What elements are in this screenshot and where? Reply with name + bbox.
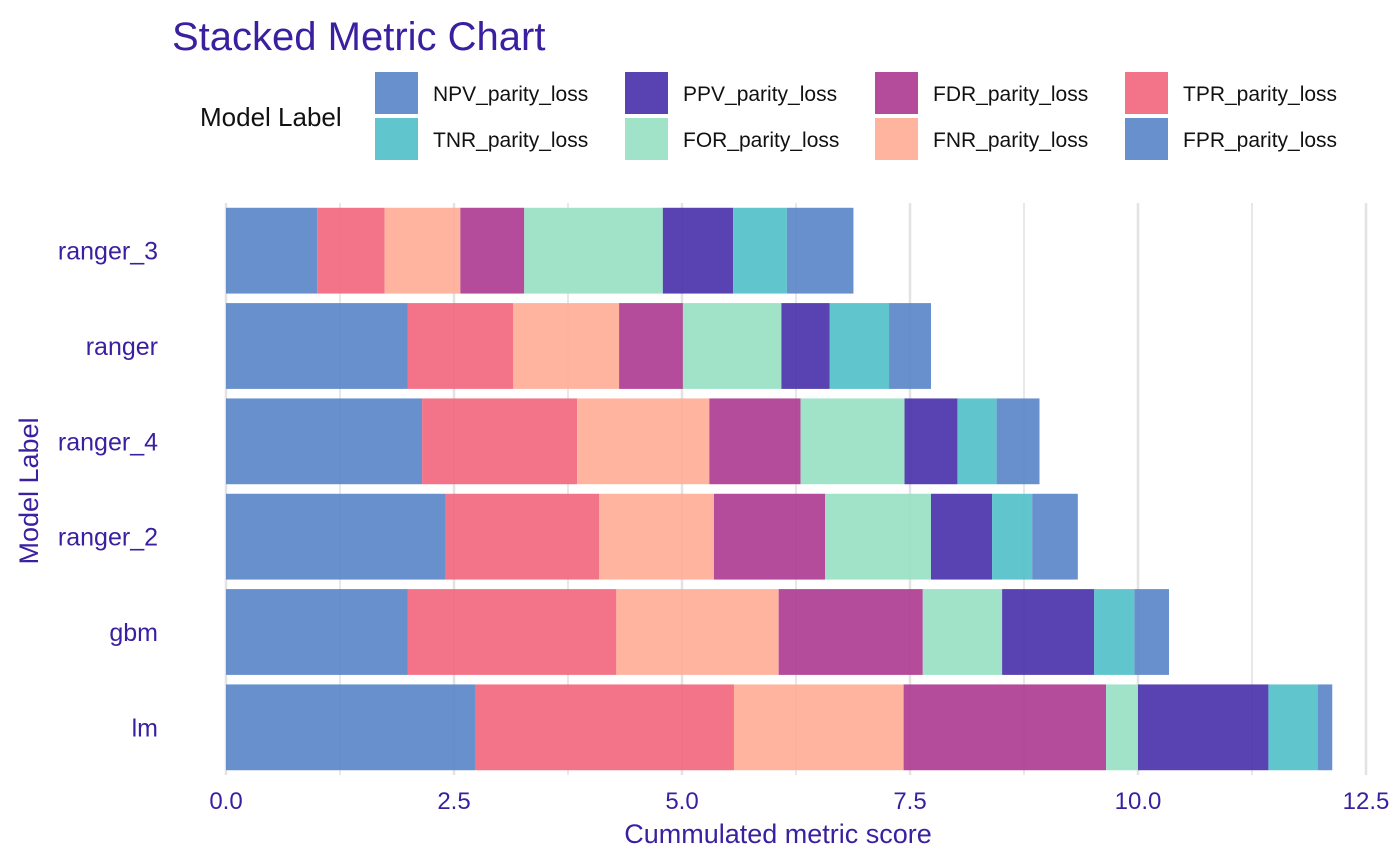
bar-segment-ranger_2-FPR_parity_loss — [1032, 493, 1078, 580]
bar-segment-ranger_3-NPV_parity_loss — [226, 207, 318, 294]
bar-segment-gbm-PPV_parity_loss — [1002, 589, 1095, 675]
legend-swatch — [1125, 72, 1168, 114]
legend-label: TPR_parity_loss — [1183, 83, 1337, 106]
legend-label: PPV_parity_loss — [683, 83, 837, 106]
bar-segment-ranger_3-PPV_parity_loss — [662, 207, 734, 294]
bar-segment-ranger_4-PPV_parity_loss — [904, 398, 958, 485]
bar-segment-ranger-PPV_parity_loss — [781, 303, 830, 389]
bar-segment-ranger-FPR_parity_loss — [889, 303, 931, 389]
legend-swatch — [375, 118, 418, 160]
bar-segment-gbm-FOR_parity_loss — [922, 589, 1003, 675]
y-tick-label: ranger_4 — [58, 428, 158, 456]
legend-swatch — [1125, 118, 1168, 160]
bar-segment-gbm-TPR_parity_loss — [407, 589, 617, 675]
bar-segment-ranger-FNR_parity_loss — [513, 303, 620, 389]
bar-segment-ranger_3-FOR_parity_loss — [524, 207, 663, 294]
x-axis-label: Cummulated metric score — [624, 819, 932, 849]
bar-segment-ranger_4-FPR_parity_loss — [996, 398, 1040, 485]
bar-segment-ranger_2-NPV_parity_loss — [226, 493, 446, 580]
y-tick-label: ranger_2 — [58, 524, 158, 552]
x-tick-label: 7.5 — [893, 788, 926, 815]
x-tick-label: 2.5 — [437, 788, 470, 815]
legend-label: FNR_parity_loss — [933, 129, 1088, 152]
y-axis-label: Model Label — [14, 417, 44, 564]
legend-label: NPV_parity_loss — [433, 83, 588, 106]
bar-segment-lm-FPR_parity_loss — [1317, 684, 1333, 771]
legend-label: FPR_parity_loss — [1183, 129, 1337, 152]
y-tick-label: ranger_3 — [58, 238, 158, 266]
y-tick-label: lm — [132, 714, 158, 742]
y-tick-label: gbm — [109, 619, 158, 647]
legend-swatch — [625, 118, 668, 160]
bar-segment-ranger_3-FPR_parity_loss — [786, 207, 854, 294]
bar-segment-lm-TPR_parity_loss — [474, 684, 734, 771]
legend: NPV_parity_loss PPV_parity_loss FDR_parity… — [375, 72, 1337, 160]
bar-segment-gbm-TNR_parity_loss — [1094, 589, 1135, 675]
bar-segment-ranger_4-TNR_parity_loss — [957, 398, 997, 485]
bar-segment-ranger_2-TNR_parity_loss — [992, 493, 1033, 580]
bar-segment-ranger-TPR_parity_loss — [407, 303, 514, 389]
legend-label: FOR_parity_loss — [683, 129, 839, 152]
bar-segment-gbm-NPV_parity_loss — [226, 589, 408, 675]
bar-segment-lm-FNR_parity_loss — [733, 684, 904, 771]
legend-title: Model Label — [200, 102, 342, 132]
chart-title: Stacked Metric Chart — [172, 15, 545, 59]
bar-segment-ranger_3-TNR_parity_loss — [733, 207, 787, 294]
bar-segment-ranger_2-FOR_parity_loss — [825, 493, 931, 580]
y-tick-label: ranger — [86, 333, 158, 361]
bar-segment-lm-PPV_parity_loss — [1138, 684, 1269, 771]
legend-swatch — [375, 72, 418, 114]
bar-segment-ranger_2-FDR_parity_loss — [713, 493, 826, 580]
bar-segment-ranger-FOR_parity_loss — [682, 303, 782, 389]
bar-segment-lm-NPV_parity_loss — [226, 684, 475, 771]
bar-segment-lm-FDR_parity_loss — [903, 684, 1107, 771]
grid-lines — [224, 203, 1368, 775]
bar-segment-lm-TNR_parity_loss — [1268, 684, 1318, 771]
x-tick-label: 5.0 — [665, 788, 698, 815]
bar-segment-ranger_3-TPR_parity_loss — [317, 207, 385, 294]
bar-segment-ranger_2-FNR_parity_loss — [599, 493, 714, 580]
bar-segment-lm-FOR_parity_loss — [1106, 684, 1138, 771]
legend-swatch — [875, 72, 918, 114]
legend-label: TNR_parity_loss — [433, 129, 588, 152]
bar-segment-ranger-FDR_parity_loss — [619, 303, 683, 389]
bar-segment-ranger_4-FNR_parity_loss — [577, 398, 710, 485]
bar-segment-gbm-FPR_parity_loss — [1134, 589, 1170, 675]
bar-segment-ranger_4-NPV_parity_loss — [226, 398, 423, 485]
bar-segment-ranger-NPV_parity_loss — [226, 303, 408, 389]
x-tick-label: 12.5 — [1343, 788, 1390, 815]
bar-segment-gbm-FNR_parity_loss — [616, 589, 779, 675]
bar-segment-ranger_3-FDR_parity_loss — [460, 207, 525, 294]
bar-stacks — [226, 207, 1333, 771]
bar-segment-ranger_2-PPV_parity_loss — [930, 493, 993, 580]
x-tick-labels: 0.0 2.5 5.0 7.5 10.0 12.5 — [209, 788, 1389, 815]
bar-segment-ranger_4-TPR_parity_loss — [422, 398, 578, 485]
x-tick-label: 10.0 — [1115, 788, 1162, 815]
bar-segment-ranger-TNR_parity_loss — [829, 303, 890, 389]
bar-segment-ranger_3-FNR_parity_loss — [384, 207, 461, 294]
bar-segment-ranger_4-FDR_parity_loss — [709, 398, 801, 485]
legend-swatch — [625, 72, 668, 114]
bar-segment-gbm-FDR_parity_loss — [778, 589, 923, 675]
legend-swatch — [875, 118, 918, 160]
bar-segment-ranger_4-FOR_parity_loss — [800, 398, 905, 485]
bar-segment-ranger_2-TPR_parity_loss — [445, 493, 600, 580]
legend-label: FDR_parity_loss — [933, 83, 1088, 106]
x-tick-label: 0.0 — [209, 788, 242, 815]
